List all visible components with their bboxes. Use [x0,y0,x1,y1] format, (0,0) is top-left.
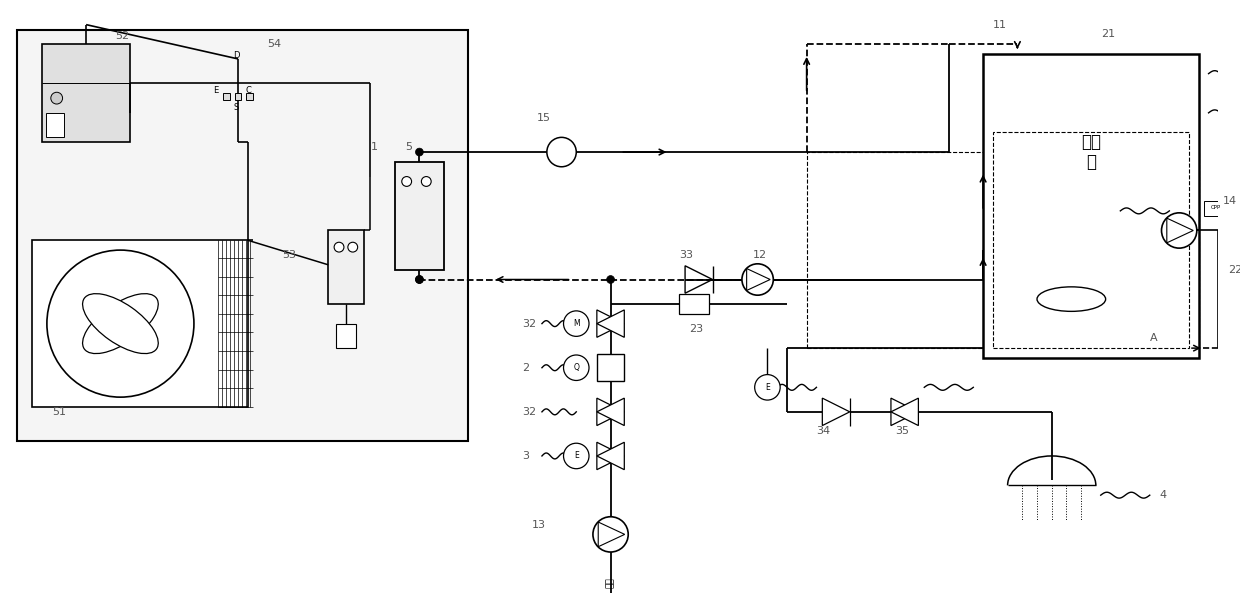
Text: 21: 21 [1101,29,1115,40]
Text: 23: 23 [689,323,703,334]
Circle shape [415,276,423,283]
Bar [596,354,624,381]
Text: 15: 15 [537,113,551,123]
Text: 3: 3 [522,451,529,461]
Text: 11: 11 [993,19,1007,30]
Polygon shape [596,442,624,470]
Bar [993,132,1189,348]
Text: 4: 4 [1159,490,1167,500]
Bar [46,113,63,138]
Polygon shape [596,398,624,426]
Circle shape [742,264,774,295]
Text: 22: 22 [1228,265,1240,275]
Text: E: E [765,383,770,392]
Bar [32,241,248,407]
Circle shape [334,242,343,252]
Polygon shape [596,442,624,470]
Text: CPP: CPP [1210,205,1220,211]
Bar [983,54,1199,358]
Bar [680,294,708,314]
Text: C: C [246,86,252,95]
Text: 52: 52 [115,32,130,41]
Text: 35: 35 [895,426,909,437]
Circle shape [1162,213,1197,248]
Circle shape [415,276,423,283]
Text: 来水: 来水 [606,577,615,588]
Bar [234,93,242,100]
Circle shape [755,375,780,400]
Circle shape [422,177,432,186]
Text: 1: 1 [371,142,377,152]
Text: 蓄水
箱: 蓄水 箱 [1081,133,1101,172]
Circle shape [563,311,589,336]
Circle shape [348,242,357,252]
Circle shape [51,92,62,104]
Ellipse shape [83,294,159,354]
Circle shape [563,443,589,469]
Polygon shape [596,310,624,337]
Bar [336,323,356,348]
Text: Q: Q [573,363,579,372]
Polygon shape [892,398,919,426]
Bar [1204,201,1233,216]
Bar [223,93,229,100]
Bar [17,29,469,442]
Text: 32: 32 [522,407,537,417]
Text: 5: 5 [404,142,412,152]
Circle shape [402,177,412,186]
Text: S: S [233,104,239,113]
Text: 2: 2 [522,363,529,373]
Bar [247,93,253,100]
Text: 33: 33 [680,250,693,260]
Text: M: M [573,319,579,328]
Bar [329,230,363,304]
Text: E: E [574,451,579,460]
Ellipse shape [83,294,159,354]
Text: 54: 54 [268,39,281,49]
Text: 32: 32 [522,319,537,329]
Circle shape [415,148,423,156]
Text: E: E [213,86,218,95]
Text: A: A [1149,333,1157,343]
Circle shape [606,276,615,283]
Text: D: D [233,51,239,60]
Text: 12: 12 [753,250,766,260]
Text: 13: 13 [532,519,546,530]
Polygon shape [892,398,919,426]
Circle shape [563,355,589,381]
Circle shape [47,250,193,397]
Text: 14: 14 [1224,196,1238,206]
Circle shape [593,517,629,552]
Text: 34: 34 [816,426,831,437]
Bar [394,162,444,270]
Polygon shape [596,398,624,426]
Bar [807,152,1199,348]
Text: 53: 53 [283,250,296,260]
Circle shape [547,138,577,167]
Text: 51: 51 [52,407,66,417]
Bar [42,44,130,143]
Polygon shape [596,310,624,337]
